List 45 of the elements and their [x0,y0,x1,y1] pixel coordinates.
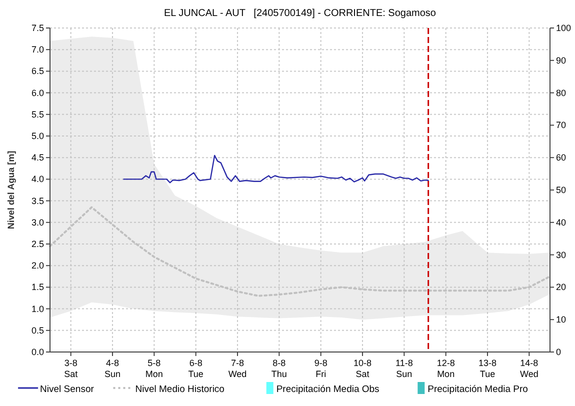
x-tick-label: 12-8 Mon [436,358,455,379]
y-tick-label: 3.5 [31,196,44,206]
x-tick-label: 3-8 Sat [64,358,78,379]
chart-title: EL JUNCAL - AUT [2405700149] - CORRIENTE: Sogamoso [164,8,436,19]
legend-label: Nivel Medio Historico [135,384,224,395]
y2-tick-label: 60 [556,152,566,163]
y2-tick-label: 30 [556,250,566,260]
x-tick-label: 5-8 Mon [145,358,163,379]
x-tick-label: 13-8 Tue [478,358,497,379]
legend-label: Nivel Sensor [40,384,94,395]
y2-tick-label: 50 [556,185,566,195]
y-tick-label: 4.5 [31,152,44,163]
y2-tick-label: 100 [556,23,572,33]
y-axis-title: Nivel del Agua [m] [6,150,16,230]
y-tick-label: 0.0 [31,347,44,357]
y-tick-label: 2.0 [31,260,44,271]
x-tick-label: 10-8 Sat [353,358,372,379]
y2-tick-label: 20 [556,282,566,292]
y-tick-label: 3.0 [31,217,44,228]
y-tick-label: 1.0 [31,304,44,314]
legend-label: Precipitación Media Pro [428,384,528,395]
y-tick-label: 1.5 [31,282,44,292]
y-tick-label: 0.5 [31,325,44,336]
y-tick-label: 2.5 [31,239,44,249]
legend-label: Precipitación Media Obs [276,384,380,395]
y-tick-label: 7.5 [31,23,44,33]
x-tick-label: 9-8 Fri [314,358,328,379]
x-tick-label: 6-8 Tue [188,358,204,379]
y2-tick-label: 0 [556,347,562,357]
x-tick-label: 4-8 Sun [104,358,121,379]
y-tick-label: 6.5 [31,66,44,76]
y-tick-label: 7.0 [31,44,44,55]
y2-tick-label: 40 [556,217,566,228]
y-tick-label: 6.0 [31,88,44,98]
y2-tick-label: 10 [556,314,566,325]
y-tick-label: 5.0 [31,131,44,141]
y2-tick-label: 80 [556,88,566,98]
y-tick-label: 4.0 [31,174,44,184]
x-tick-label: 8-8 Thu [271,358,287,379]
y2-tick-label: 70 [556,120,566,130]
y-tick-label: 5.5 [31,109,44,120]
x-tick-label: 11-8 Sun [395,358,413,379]
x-tick-label: 14-8 Wed [520,358,538,379]
y2-tick-label: 90 [556,55,566,66]
x-tick-label: 7-8 Wed [228,358,247,379]
